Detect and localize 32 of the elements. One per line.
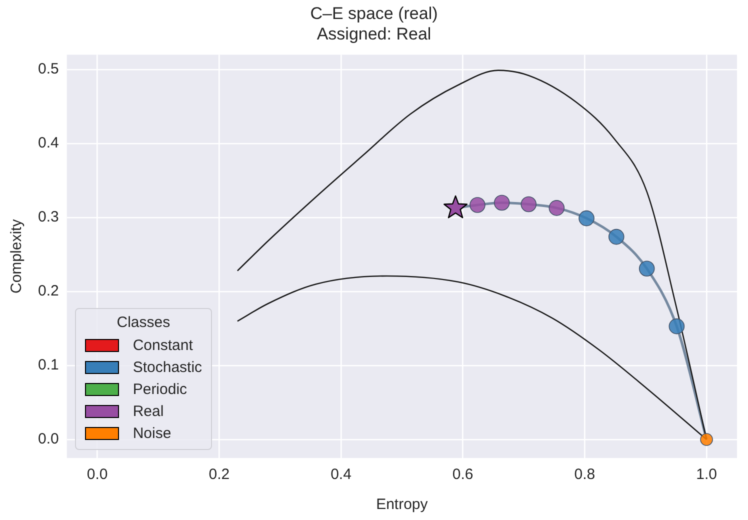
point: [638, 260, 655, 277]
y-tick-label: 0.4: [38, 134, 59, 152]
y-tick-label: 0.3: [38, 208, 59, 226]
y-axis-title: Complexity: [8, 218, 26, 294]
point: [494, 194, 510, 211]
x-tick-label: 0.2: [208, 466, 230, 484]
point: [668, 318, 685, 334]
point: [578, 210, 594, 226]
x-tick-label: 0.4: [330, 466, 352, 484]
legend-title: Classes: [116, 314, 172, 331]
legend-label: Real: [132, 402, 164, 420]
point: [520, 196, 537, 212]
chart-title: C–E space (real): [310, 4, 438, 23]
point: [700, 433, 713, 446]
y-tick-label: 0.0: [38, 430, 59, 448]
x-axis-title: Entropy: [376, 496, 428, 514]
legend-label: Noise: [132, 424, 172, 442]
legend-label: Constant: [132, 336, 193, 354]
x-tick-label: 1.0: [696, 466, 717, 484]
x-tick-label: 0.6: [452, 466, 474, 484]
chart-subtitle: Assigned: Real: [316, 24, 432, 44]
point: [470, 197, 486, 213]
x-tick-label: 0.0: [86, 466, 108, 484]
legend-label: Stochastic: [132, 358, 202, 376]
legend-label: Periodic: [132, 380, 188, 398]
y-tick-label: 0.5: [38, 60, 59, 78]
point: [608, 228, 624, 245]
y-tick-label: 0.1: [38, 356, 59, 374]
point: [548, 200, 565, 216]
y-tick-label: 0.2: [38, 282, 59, 300]
x-tick-label: 0.8: [574, 466, 596, 484]
point: [444, 195, 468, 218]
